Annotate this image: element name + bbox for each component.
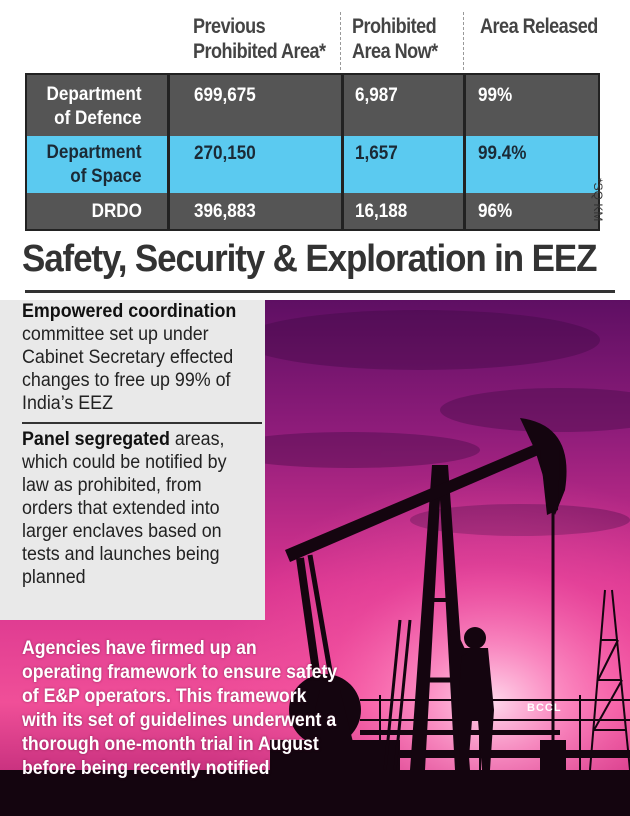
column-divider xyxy=(463,75,466,229)
header-line: Prohibited Area* xyxy=(193,40,326,63)
cell-previous: 270,150 xyxy=(194,143,256,164)
paragraph-lead: Empowered coordination xyxy=(22,301,237,322)
row-label: DRDO xyxy=(92,200,142,224)
header-divider xyxy=(340,12,342,70)
table-row: Department of Space 270,150 1,657 99.4% xyxy=(27,136,598,193)
row-label-line: of Defence xyxy=(54,108,142,129)
header-divider xyxy=(463,12,465,70)
column-header-released: Area Released xyxy=(480,14,598,39)
table-row: DRDO 396,883 16,188 96% xyxy=(27,194,598,229)
column-header-now: Prohibited Area Now* xyxy=(352,14,438,64)
paragraph-body: areas, which could be notified by law as… xyxy=(22,429,227,588)
column-header-previous: Previous Prohibited Area* xyxy=(193,14,326,64)
cell-previous: 396,883 xyxy=(194,201,256,222)
column-divider xyxy=(341,75,344,229)
text-panel xyxy=(0,300,265,620)
row-label-line: DRDO xyxy=(91,201,142,222)
row-label-line: of Space xyxy=(70,166,142,187)
header-line: Area Now* xyxy=(352,40,438,63)
header-line: Previous xyxy=(193,15,266,38)
photo-credit: BCCL xyxy=(527,702,562,714)
heading-rule xyxy=(25,290,615,293)
framework-summary: Agencies have firmed up an operating fra… xyxy=(22,638,338,779)
paragraph-coordination: Empowered coordination committee set up … xyxy=(22,300,252,415)
cell-released: 99% xyxy=(478,85,513,106)
unit-note: *SQ KM xyxy=(591,178,605,222)
cell-released: 96% xyxy=(478,201,513,222)
header-line: Area Released xyxy=(480,15,598,38)
section-heading: Safety, Security & Exploration in EEZ xyxy=(22,238,597,280)
cell-released: 99.4% xyxy=(478,143,527,164)
header-line: Prohibited xyxy=(352,15,437,38)
row-label-line: Department xyxy=(46,84,142,105)
cell-now: 6,987 xyxy=(355,85,398,106)
table-row: Department of Defence 699,675 6,987 99% xyxy=(27,75,598,135)
paragraph-divider xyxy=(22,422,262,424)
area-table: Department of Defence 699,675 6,987 99% … xyxy=(25,73,600,231)
paragraph-panel: Panel segregated areas, which could be n… xyxy=(22,428,252,589)
row-label: Department of Defence xyxy=(47,83,142,131)
cell-now: 1,657 xyxy=(355,143,398,164)
paragraph-body: committee set up under Cabinet Secretary… xyxy=(22,324,234,414)
cell-now: 16,188 xyxy=(355,201,408,222)
cell-previous: 699,675 xyxy=(194,85,256,106)
paragraph-lead: Panel segregated xyxy=(22,429,170,450)
row-label: Department of Space xyxy=(47,141,142,189)
row-label-line: Department xyxy=(46,142,142,163)
column-divider xyxy=(167,75,170,229)
